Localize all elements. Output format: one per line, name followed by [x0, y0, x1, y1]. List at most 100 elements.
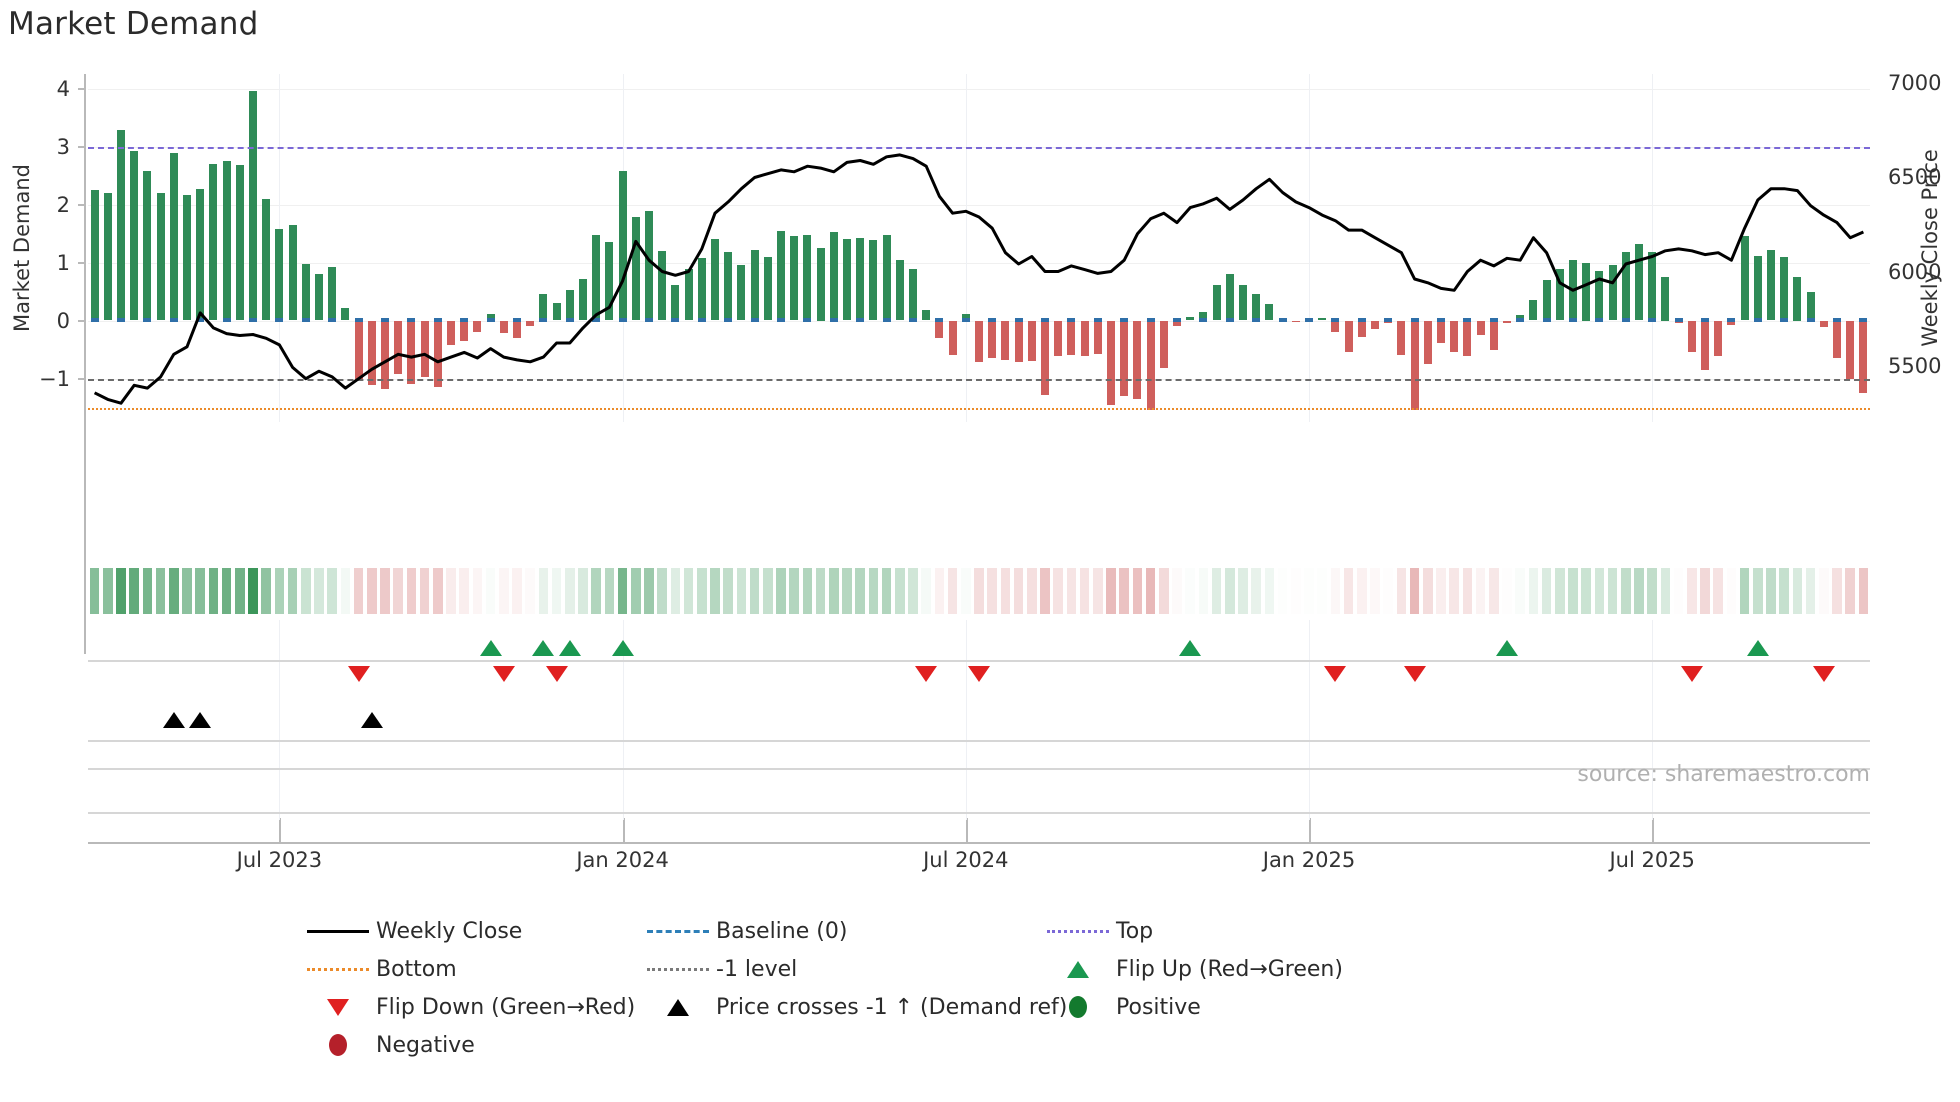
demand-bar — [803, 234, 812, 321]
heat-cell — [195, 568, 205, 614]
legend-item[interactable]: Negative — [300, 1026, 635, 1064]
heat-cell — [1317, 568, 1327, 614]
source-divider-top — [88, 768, 1870, 770]
demand-bar — [130, 150, 139, 321]
demand-bar — [1159, 320, 1168, 369]
flip-down-marker — [1403, 666, 1426, 682]
heat-cell — [446, 568, 456, 614]
demand-bar — [248, 91, 258, 321]
flip-down-marker — [968, 666, 990, 682]
baseline-segment — [829, 317, 838, 322]
baseline-segment — [1832, 317, 1842, 322]
legend-item[interactable]: Flip Up (Red→Green) — [1040, 950, 1343, 988]
demand-bar — [512, 320, 522, 338]
baseline-segment — [301, 317, 310, 322]
flip-up-marker — [479, 640, 502, 656]
heat-cell — [644, 568, 654, 614]
legend-label: Top — [1116, 918, 1154, 944]
demand-bar — [407, 320, 416, 385]
baseline-segment — [1516, 317, 1525, 322]
heat-cell — [1515, 568, 1525, 614]
baseline-segment — [354, 317, 363, 322]
demand-bar — [209, 163, 218, 321]
heat-cell — [1792, 568, 1803, 614]
baseline-segment — [248, 317, 258, 322]
heat-cell — [433, 568, 443, 614]
gridline-y-4 — [88, 88, 1870, 90]
baseline-segment — [196, 317, 205, 322]
heat-cell — [1264, 568, 1275, 614]
heat-cell — [221, 568, 232, 614]
demand-bar — [1476, 320, 1485, 335]
heat-cell — [1027, 568, 1037, 614]
heat-cell — [1251, 568, 1261, 614]
flip-down-marker — [492, 666, 515, 682]
heat-cell — [1396, 568, 1407, 614]
demand-bar — [1133, 320, 1142, 399]
legend-item[interactable]: Price crosses -1 ↑ (Demand ref) — [640, 988, 1067, 1026]
y-axis-left-tick-3: 1 — [56, 250, 70, 275]
y-axis-left-tickmark-4 — [78, 319, 85, 322]
legend-column-3: Top Flip Up (Red→Green) Positive — [1040, 912, 1343, 1026]
heat-cell — [116, 568, 126, 614]
demand-bar — [1529, 300, 1538, 321]
baseline-segment — [460, 317, 469, 322]
demand-bar — [1661, 277, 1670, 321]
x-axis-tick-1: Jan 2024 — [576, 848, 669, 872]
flip-axis-line — [88, 660, 1870, 662]
heat-cell — [103, 568, 113, 614]
demand-bar — [1265, 304, 1274, 321]
demand-bar — [869, 240, 878, 321]
heat-cell — [1621, 568, 1631, 614]
heat-cell — [1079, 568, 1090, 614]
flip-up-marker — [532, 640, 555, 656]
demand-bar — [341, 307, 350, 321]
baseline-segment — [1252, 317, 1261, 322]
legend-item[interactable]: Top — [1040, 912, 1343, 950]
heat-cell — [631, 568, 641, 614]
cross-axis-line — [88, 740, 1870, 742]
heat-cell — [1132, 568, 1143, 614]
heat-cell — [1040, 568, 1050, 614]
demand-bar — [1436, 320, 1446, 343]
vertical-gridline-4 — [1652, 74, 1654, 422]
x-axis-tick-2: Jul 2024 — [923, 848, 1009, 872]
heat-cell — [248, 568, 258, 614]
baseline-segment — [908, 317, 918, 322]
legend-item[interactable]: Baseline (0) — [640, 912, 1067, 950]
heat-cell — [1594, 568, 1605, 614]
demand-bar — [328, 266, 337, 321]
legend-item[interactable]: Weekly Close — [300, 912, 635, 950]
legend-item[interactable]: Bottom — [300, 950, 635, 988]
flip-up-marker — [558, 640, 581, 656]
heat-cell — [538, 568, 549, 614]
baseline-segment — [1648, 317, 1657, 322]
y-axis-left-tickmark-0 — [78, 87, 85, 90]
y-axis-left-spine — [84, 74, 86, 654]
demand-bar — [631, 217, 640, 321]
heat-cell — [565, 568, 575, 614]
legend-item[interactable]: Positive — [1040, 988, 1343, 1026]
demand-bar — [1714, 320, 1723, 357]
demand-bar — [1766, 249, 1776, 321]
demand-bar — [1080, 320, 1089, 357]
demand-bar — [697, 257, 706, 321]
y-axis-left-tick-4: 0 — [56, 308, 70, 333]
demand-bar — [1542, 279, 1551, 321]
legend-item[interactable]: Flip Down (Green→Red) — [300, 988, 635, 1026]
baseline-segment — [856, 317, 865, 322]
legend-label: -1 level — [716, 956, 798, 982]
demand-bar — [1291, 320, 1300, 322]
baseline-segment — [1568, 317, 1578, 322]
demand-bar — [1634, 243, 1644, 321]
heat-cell — [1660, 568, 1671, 614]
gridline-y-1 — [88, 262, 1870, 264]
heat-cell — [1159, 568, 1169, 614]
heat-cell — [1475, 568, 1486, 614]
demand-bar — [262, 198, 271, 321]
plot-clip — [88, 74, 1870, 422]
vertical-gridline-3 — [1309, 74, 1310, 422]
flip-up-marker — [611, 640, 634, 656]
demand-bar — [1199, 311, 1208, 321]
legend-item[interactable]: -1 level — [640, 950, 1067, 988]
